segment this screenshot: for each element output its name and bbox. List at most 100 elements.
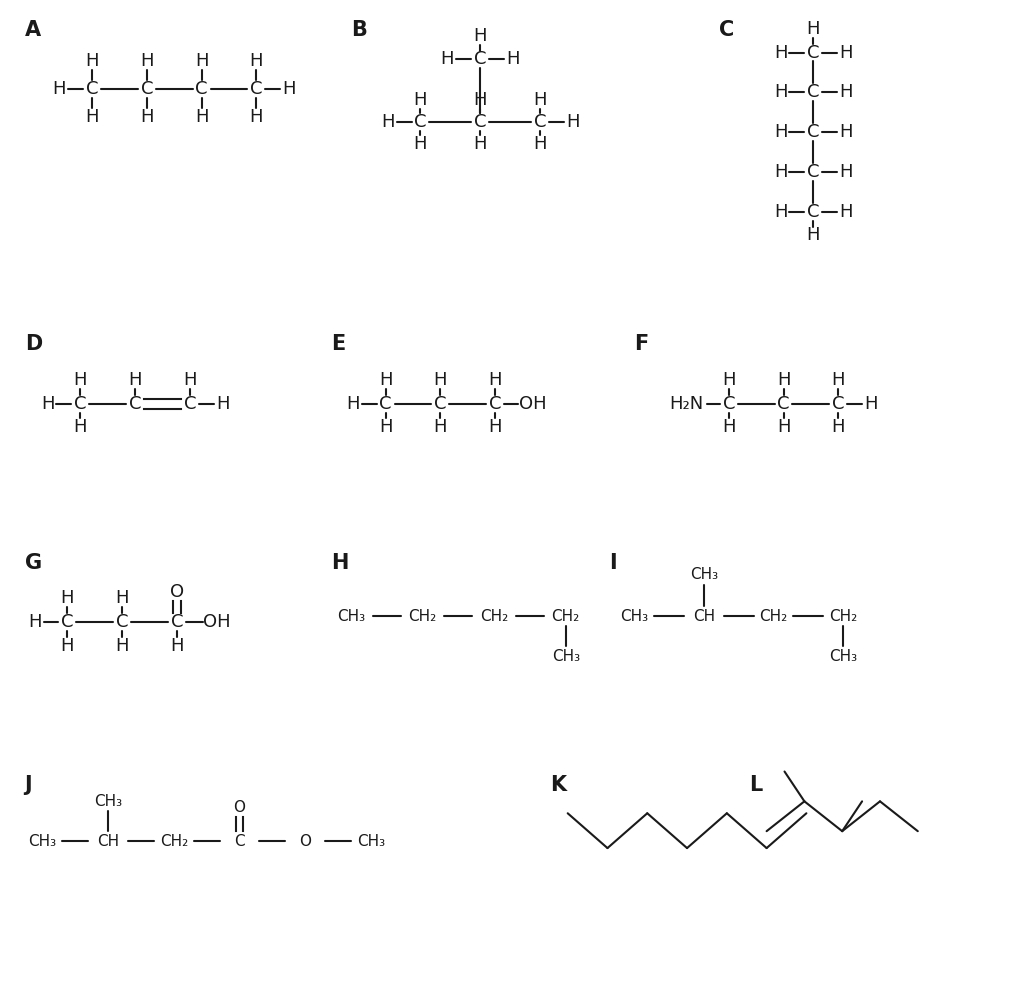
Text: CH₂: CH₂ (160, 833, 188, 848)
Text: C: C (723, 395, 735, 412)
Text: H: H (473, 135, 487, 153)
Text: CH₂: CH₂ (829, 609, 857, 624)
Text: H: H (566, 114, 580, 131)
Text: H: H (74, 418, 87, 436)
Text: H: H (86, 109, 99, 127)
Text: H: H (170, 637, 183, 655)
Text: C: C (434, 395, 446, 412)
Text: CH₃: CH₃ (552, 648, 580, 663)
Text: F: F (634, 334, 648, 354)
Text: C: C (534, 114, 546, 131)
Text: C: C (807, 163, 819, 181)
Text: H₂N: H₂N (669, 395, 703, 412)
Text: H: H (250, 109, 263, 127)
Text: H: H (440, 50, 454, 68)
Text: H: H (346, 395, 359, 412)
Text: C: C (415, 114, 427, 131)
Text: H: H (840, 163, 853, 181)
Text: H: H (774, 83, 787, 102)
Text: H: H (116, 637, 129, 655)
Text: D: D (25, 334, 42, 354)
Text: H: H (840, 203, 853, 221)
Text: H: H (195, 52, 209, 70)
Text: H: H (379, 418, 392, 436)
Text: C: C (74, 395, 87, 412)
Text: C: C (807, 203, 819, 221)
Text: OH: OH (519, 395, 547, 412)
Text: H: H (864, 395, 878, 412)
Text: H: H (140, 52, 154, 70)
Text: C: C (807, 83, 819, 102)
Text: C: C (777, 395, 790, 412)
Text: H: H (807, 226, 820, 244)
Text: CH₂: CH₂ (409, 609, 436, 624)
Text: H: H (774, 163, 787, 181)
Text: H: H (774, 123, 787, 141)
Text: C: C (116, 613, 128, 631)
Text: C: C (719, 20, 734, 39)
Text: H: H (433, 418, 447, 436)
Text: C: C (196, 80, 208, 98)
Text: H: H (414, 91, 427, 110)
Text: C: C (234, 833, 245, 848)
Text: H: H (195, 109, 209, 127)
Text: C: C (129, 395, 141, 412)
Text: C: C (807, 43, 819, 61)
Text: H: H (74, 371, 87, 389)
Text: O: O (299, 833, 311, 848)
Text: CH₃: CH₃ (621, 609, 648, 624)
Text: H: H (183, 371, 197, 389)
Text: CH₂: CH₂ (480, 609, 508, 624)
Text: H: H (41, 395, 54, 412)
Text: C: C (250, 80, 262, 98)
Text: CH₃: CH₃ (94, 794, 122, 809)
Text: H: H (722, 418, 735, 436)
Text: H: H (777, 418, 791, 436)
Text: K: K (550, 776, 566, 795)
Text: C: C (171, 613, 183, 631)
Text: CH₃: CH₃ (690, 567, 718, 582)
Text: CH₃: CH₃ (29, 833, 56, 848)
Text: H: H (60, 590, 74, 607)
Text: H: H (52, 80, 67, 98)
Text: C: C (474, 114, 486, 131)
Text: H: H (86, 52, 99, 70)
Text: H: H (116, 590, 129, 607)
Text: H: H (840, 83, 853, 102)
Text: O: O (170, 584, 184, 602)
Text: C: C (140, 80, 154, 98)
Text: C: C (380, 395, 392, 412)
Text: H: H (534, 91, 547, 110)
Text: C: C (488, 395, 502, 412)
Text: H: H (831, 418, 845, 436)
Text: C: C (61, 613, 74, 631)
Text: C: C (86, 80, 98, 98)
Text: H: H (722, 371, 735, 389)
Text: H: H (534, 135, 547, 153)
Text: H: H (488, 418, 502, 436)
Text: C: C (807, 123, 819, 141)
Text: CH₃: CH₃ (337, 609, 365, 624)
Text: H: H (250, 52, 263, 70)
Text: H: H (774, 203, 787, 221)
Text: CH₂: CH₂ (760, 609, 787, 624)
Text: H: H (831, 371, 845, 389)
Text: H: H (381, 114, 394, 131)
Text: H: H (331, 553, 348, 573)
Text: H: H (473, 91, 487, 110)
Text: H: H (60, 637, 74, 655)
Text: H: H (506, 50, 520, 68)
Text: CH₃: CH₃ (356, 833, 385, 848)
Text: H: H (807, 20, 820, 37)
Text: C: C (831, 395, 845, 412)
Text: C: C (183, 395, 196, 412)
Text: H: H (216, 395, 229, 412)
Text: E: E (331, 334, 345, 354)
Text: H: H (128, 371, 141, 389)
Text: B: B (351, 20, 367, 39)
Text: C: C (474, 50, 486, 68)
Text: H: H (140, 109, 154, 127)
Text: H: H (283, 80, 296, 98)
Text: J: J (25, 776, 33, 795)
Text: I: I (609, 553, 617, 573)
